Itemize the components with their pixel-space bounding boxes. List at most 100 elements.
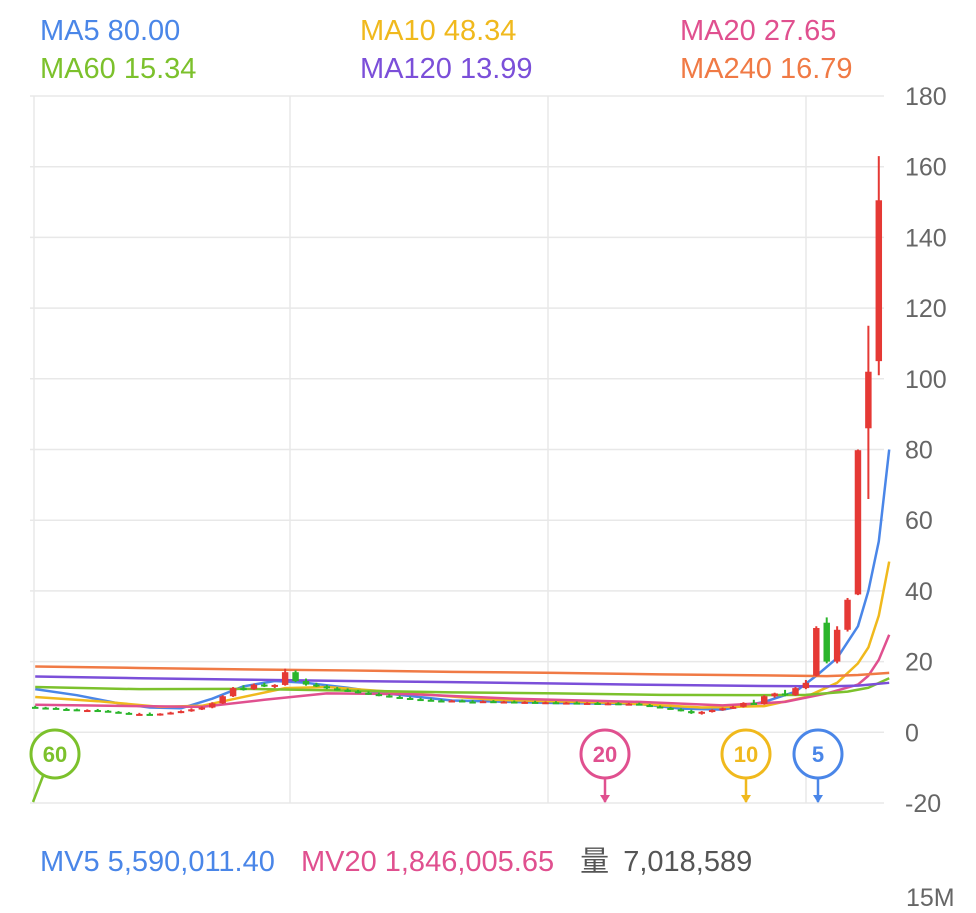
candle [448,699,456,703]
legend-ma10: MA10 48.34 [360,14,516,48]
legend-ma240: MA240 16.79 [680,52,853,86]
candle [854,449,862,596]
candle [500,700,508,704]
y-axis: 180 160 140 120 100 80 60 40 20 0 -20 [905,83,947,818]
legend-ma5: MA5 80.00 [40,14,180,48]
candle [781,689,789,697]
y-tick-label: 0 [905,719,919,747]
candle [396,695,403,699]
candle [813,626,820,677]
ma-marker-tip [741,795,751,803]
candle-body [500,701,508,704]
candle-body [281,672,289,685]
ma-marker-10: 10 [720,728,772,803]
candle-body [594,702,601,705]
candle-body [656,706,664,709]
legend-ma10-label: MA10 48.34 [360,15,517,47]
candle [719,707,726,711]
candle-body [563,702,570,705]
candle-body [73,709,81,712]
candle-body [719,708,726,711]
candle-body [490,701,497,704]
y-tick-label: 120 [905,295,947,323]
candle-body [292,672,299,682]
candle-body [313,684,320,687]
candle-body [458,700,466,703]
legend-ma20: MA20 27.65 [680,14,836,48]
candle [63,707,70,711]
ma-period-markers: 60 20 10 5 [29,728,844,803]
ma-marker-tip [813,795,823,803]
candle-body [386,695,393,698]
candle-body [323,686,331,689]
ma-marker-label: 20 [593,742,617,767]
candle [438,699,445,703]
candle [209,702,216,709]
candle [563,701,570,705]
candle-body [209,703,216,708]
candle-body [667,707,674,710]
candle [42,706,49,710]
y-tick-label: 180 [905,83,947,111]
candle [552,701,560,705]
volume-value: 7,018,589 [623,846,753,878]
legend-ma120: MA120 13.99 [360,52,533,86]
candle [479,700,487,704]
candle [52,707,60,710]
ma-marker-5: 5 [792,728,844,803]
candle [427,698,435,702]
candle-body [354,691,362,694]
candle-body [625,703,633,706]
candle [375,692,383,697]
candle [73,708,81,712]
candle-body [136,713,143,716]
candle [136,712,143,716]
candle [490,700,497,704]
candle-body [240,688,247,691]
candle [458,699,466,703]
candle [844,597,851,632]
candle-body [219,696,226,704]
candle [146,712,153,716]
candle-body [52,707,60,710]
candlestick-chart[interactable]: 180 160 140 120 100 80 60 40 20 0 -20 60 20 10 5 [0,0,976,830]
candle-body [729,706,737,709]
candle [823,617,830,664]
ma-line-ma60 [35,677,890,697]
candle-body [688,711,695,714]
candle [698,711,705,715]
ma-marker-circle [579,728,631,780]
ma-marker-label: 10 [734,742,758,767]
candle-body [115,711,122,714]
legend-ma120-label: MA120 13.99 [360,53,533,85]
candle [417,697,424,702]
candle [386,694,393,698]
candle-body [365,692,372,695]
y-tick-label: 60 [905,507,933,535]
ma-marker-stem [31,775,45,803]
candle-body [531,701,539,704]
mv5-value: MV5 5,590,011.40 [40,846,275,878]
candle [406,696,414,701]
candle [125,712,133,715]
candle-body [167,712,174,715]
candle [84,709,91,713]
ma-marker-20: 20 [579,728,631,803]
candle-body [708,710,716,713]
candle [583,702,591,705]
candle [802,679,810,690]
candle [573,701,580,705]
candle-body [521,701,528,704]
candle [677,708,685,712]
candle [198,706,206,711]
legend-ma20-label: MA20 27.65 [680,15,837,47]
volume-axis-label: 15M [906,884,955,912]
candle-body [604,703,612,706]
candle-body [448,700,456,703]
candle [188,708,195,712]
ma-marker-circle [720,728,772,780]
candle [521,701,528,704]
candle [656,705,664,709]
candle [511,700,518,704]
candle-body [469,701,476,704]
